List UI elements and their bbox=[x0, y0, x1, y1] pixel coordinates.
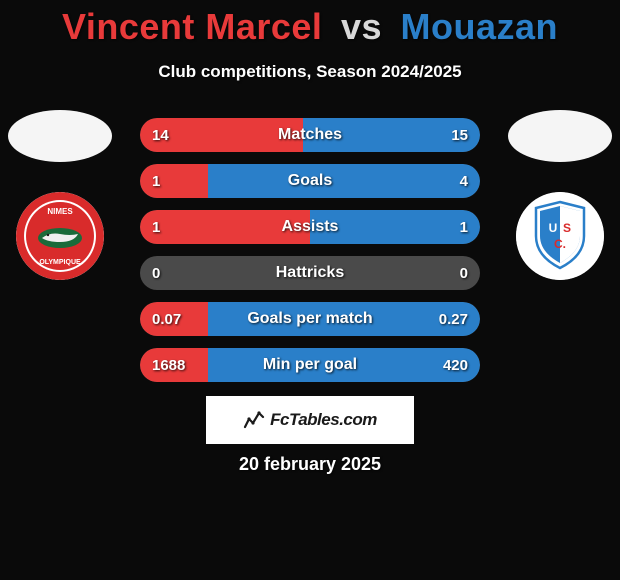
stat-label: Min per goal bbox=[140, 348, 480, 382]
player2-club-badge: U S C. bbox=[516, 192, 604, 280]
stat-label: Assists bbox=[140, 210, 480, 244]
stat-row: 00Hattricks bbox=[140, 256, 480, 290]
player1-club-badge: NIMES OLYMPIQUE bbox=[16, 192, 104, 280]
branding-badge: FcTables.com bbox=[206, 396, 414, 444]
player2-name: Mouazan bbox=[401, 6, 559, 47]
stat-row: 14Goals bbox=[140, 164, 480, 198]
svg-text:S: S bbox=[563, 221, 571, 235]
player1-name: Vincent Marcel bbox=[62, 6, 322, 47]
left-player-column: NIMES OLYMPIQUE bbox=[0, 110, 120, 280]
stat-row: 1688420Min per goal bbox=[140, 348, 480, 382]
right-player-column: U S C. bbox=[500, 110, 620, 280]
stat-label: Hattricks bbox=[140, 256, 480, 290]
nimes-badge-icon: NIMES OLYMPIQUE bbox=[16, 192, 104, 280]
stat-row: 0.070.27Goals per match bbox=[140, 302, 480, 336]
page-title: Vincent Marcel vs Mouazan bbox=[0, 0, 620, 48]
svg-text:NIMES: NIMES bbox=[47, 207, 73, 216]
svg-text:U: U bbox=[549, 221, 558, 235]
date-label: 20 february 2025 bbox=[0, 454, 620, 475]
stat-row: 11Assists bbox=[140, 210, 480, 244]
vs-label: vs bbox=[341, 6, 382, 47]
player2-photo bbox=[508, 110, 612, 162]
svg-text:C.: C. bbox=[554, 237, 566, 251]
stats-panel: 1415Matches 14Goals 11Assists 00Hattricks 0.… bbox=[140, 118, 480, 394]
stat-label: Matches bbox=[140, 118, 480, 152]
stat-label: Goals per match bbox=[140, 302, 480, 336]
svg-text:OLYMPIQUE: OLYMPIQUE bbox=[39, 259, 81, 266]
player1-photo bbox=[8, 110, 112, 162]
stat-label: Goals bbox=[140, 164, 480, 198]
usc-badge-icon: U S C. bbox=[516, 192, 604, 280]
stat-row: 1415Matches bbox=[140, 118, 480, 152]
branding-text: FcTables.com bbox=[270, 410, 377, 430]
fctables-logo-icon bbox=[243, 409, 265, 431]
subtitle: Club competitions, Season 2024/2025 bbox=[0, 62, 620, 82]
comparison-card: Vincent Marcel vs Mouazan Club competiti… bbox=[0, 0, 620, 580]
